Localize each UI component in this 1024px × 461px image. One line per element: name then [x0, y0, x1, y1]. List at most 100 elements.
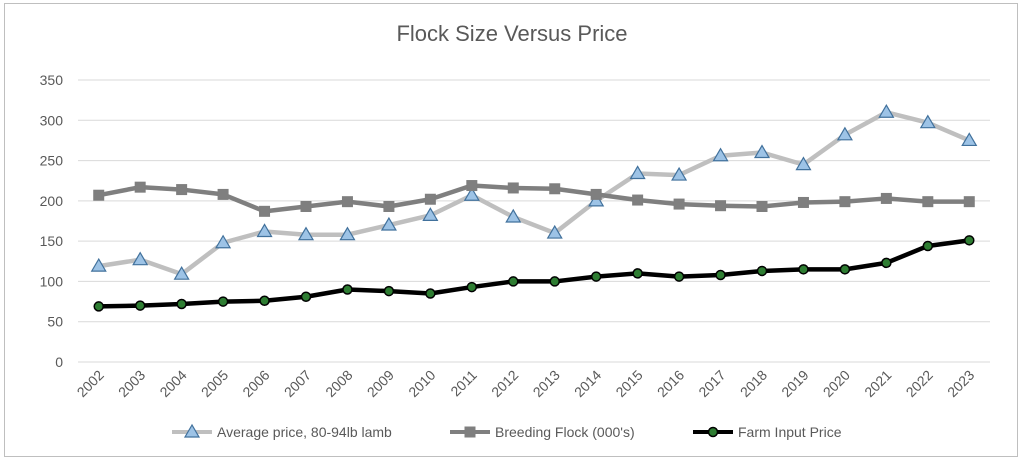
data-point — [463, 187, 480, 201]
data-point — [839, 196, 851, 208]
data-point — [505, 208, 522, 223]
data-point — [963, 196, 975, 208]
x-tick-label: 2005 — [198, 367, 231, 400]
x-tick-label: 2011 — [447, 367, 480, 400]
data-point — [590, 188, 602, 200]
data-point — [632, 268, 643, 279]
data-point — [881, 257, 892, 269]
series-0 — [90, 104, 978, 280]
x-tick-label: 2019 — [778, 367, 811, 400]
x-tick-label: 2008 — [322, 367, 355, 400]
chart-title: Flock Size Versus Price — [396, 21, 627, 46]
data-point — [922, 240, 934, 252]
data-point — [422, 207, 439, 221]
series-group — [90, 104, 978, 312]
x-tick-label: 2013 — [530, 367, 563, 400]
data-point — [300, 200, 312, 212]
data-point — [964, 235, 975, 246]
x-tick-label: 2021 — [861, 367, 894, 400]
data-point — [466, 281, 478, 293]
data-point — [134, 300, 146, 311]
series-line — [96, 109, 972, 277]
data-point — [339, 226, 356, 241]
data-point — [217, 296, 229, 307]
data-point — [132, 251, 149, 266]
data-point — [380, 216, 397, 231]
x-tick-label: 2018 — [737, 367, 770, 400]
series-1 — [93, 180, 975, 217]
chart-frame — [4, 3, 1018, 457]
x-tick-label: 2012 — [488, 367, 521, 400]
data-point — [712, 147, 729, 162]
data-point — [715, 200, 727, 212]
data-point — [93, 301, 104, 312]
data-point — [715, 269, 726, 281]
series-line — [96, 183, 972, 214]
data-point — [632, 194, 644, 206]
data-point — [342, 284, 353, 295]
data-point — [839, 264, 851, 275]
legend-swatch-marker — [464, 426, 476, 438]
data-point — [300, 291, 312, 302]
data-point — [549, 183, 561, 195]
series-2 — [93, 235, 975, 312]
gridlines — [78, 79, 990, 363]
data-point — [134, 181, 146, 193]
data-point — [425, 288, 436, 299]
y-tick-label: 150 — [40, 233, 64, 249]
x-tick-label: 2010 — [405, 367, 438, 400]
data-point — [508, 276, 519, 287]
x-tick-label: 2023 — [944, 367, 977, 400]
x-axis-ticks: 2002 2003 2004 2005 2006 2007 2008 2009 2010 2011… — [74, 367, 978, 400]
data-point — [919, 114, 936, 129]
data-point — [546, 224, 563, 239]
x-tick-label: 2002 — [74, 367, 107, 400]
data-point — [673, 198, 685, 210]
data-point — [549, 276, 560, 287]
data-point — [176, 298, 187, 310]
data-point — [466, 180, 478, 192]
data-point — [383, 200, 395, 212]
x-tick-label: 2003 — [115, 367, 148, 400]
data-point — [961, 132, 978, 147]
data-point — [259, 205, 271, 217]
data-point — [259, 295, 270, 307]
data-point — [922, 196, 934, 208]
legend-label: Breeding Flock (000's) — [495, 424, 635, 440]
x-tick-label: 2004 — [156, 367, 189, 400]
data-point — [93, 189, 105, 201]
data-point — [756, 265, 768, 277]
data-point — [507, 182, 519, 194]
y-tick-label: 50 — [47, 314, 63, 330]
x-tick-label: 2014 — [571, 367, 604, 400]
legend-swatch-marker — [183, 423, 201, 438]
data-point — [753, 144, 771, 159]
data-point — [756, 200, 768, 212]
data-point — [256, 223, 273, 238]
y-tick-label: 0 — [55, 354, 63, 370]
data-point — [878, 104, 895, 118]
x-tick-label: 2020 — [820, 367, 853, 400]
data-point — [215, 234, 232, 249]
y-axis-ticks: 0 50 100 150 200 250 300 350 — [40, 72, 64, 370]
data-point — [671, 166, 688, 181]
data-point — [836, 126, 853, 141]
data-point — [880, 192, 892, 204]
x-tick-label: 2022 — [903, 367, 936, 400]
x-tick-label: 2007 — [281, 367, 314, 400]
data-point — [798, 264, 809, 275]
legend-label: Average price, 80-94lb lamb — [217, 424, 392, 440]
x-tick-label: 2009 — [364, 367, 397, 400]
legend-label: Farm Input Price — [738, 424, 842, 440]
legend-swatch-marker — [707, 426, 719, 438]
y-tick-label: 300 — [40, 112, 64, 128]
x-tick-label: 2016 — [654, 367, 687, 400]
series-line — [96, 238, 972, 309]
x-tick-label: 2015 — [612, 367, 645, 400]
data-point — [629, 165, 646, 180]
data-point — [173, 265, 190, 280]
data-point — [795, 156, 812, 171]
legend: Average price, 80-94lb lamb Breeding Floc… — [172, 423, 842, 440]
y-tick-label: 250 — [40, 153, 64, 169]
